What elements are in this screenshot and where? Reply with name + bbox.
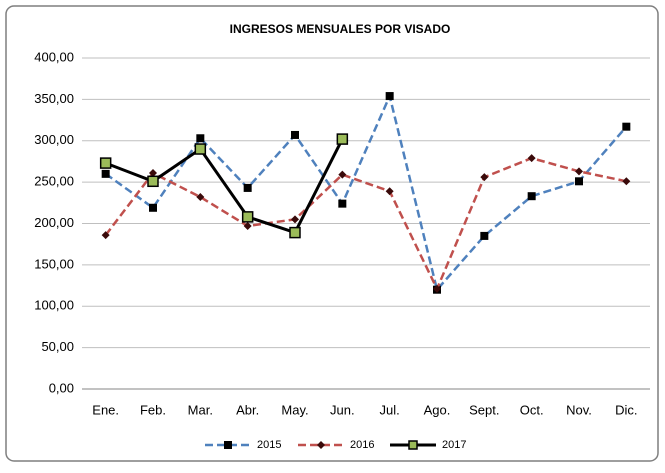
series-line: [104, 92, 628, 293]
marker: [243, 221, 252, 230]
marker: [243, 183, 252, 192]
marker: [480, 173, 489, 182]
x-tick-label: Abr.: [236, 402, 259, 417]
marker: [480, 231, 489, 240]
marker: [147, 175, 159, 188]
series-line: [105, 138, 344, 235]
marker: [291, 215, 299, 224]
x-tick-label: Feb.: [140, 402, 166, 417]
y-tick-label: 150,00: [34, 256, 74, 271]
legend-marker: [224, 441, 232, 449]
marker: [149, 203, 157, 212]
y-tick-label: 400,00: [34, 49, 74, 64]
y-tick-label: 0,00: [49, 380, 74, 395]
marker: [527, 154, 536, 163]
y-tick-label: 100,00: [34, 298, 74, 313]
marker: [527, 192, 536, 201]
marker: [433, 284, 441, 293]
x-tick-label: Dic.: [615, 402, 637, 417]
y-tick-label: 50,00: [41, 339, 74, 354]
y-tick-label: 300,00: [34, 132, 74, 147]
marker: [622, 177, 631, 186]
marker: [385, 92, 394, 101]
x-tick-label: May.: [281, 402, 308, 417]
x-tick-label: Oct.: [520, 402, 544, 417]
y-tick-label: 250,00: [34, 174, 74, 189]
legend-marker: [408, 440, 418, 450]
legend-label: 2015: [257, 439, 281, 451]
marker: [194, 143, 207, 155]
marker: [622, 122, 631, 131]
legend-label: 2016: [350, 439, 374, 451]
marker: [575, 167, 583, 176]
x-tick-label: Nov.: [566, 402, 592, 417]
y-tick-label: 200,00: [34, 215, 74, 230]
marker: [289, 226, 301, 239]
y-tick-label: 350,00: [34, 91, 74, 106]
marker: [338, 199, 347, 208]
marker: [196, 134, 205, 143]
x-tick-label: Mar.: [188, 402, 213, 417]
marker: [291, 130, 299, 139]
series-line: [104, 156, 627, 292]
marker: [336, 133, 349, 145]
marker: [338, 170, 347, 179]
marker: [196, 193, 205, 202]
x-tick-label: Ago.: [424, 402, 451, 417]
x-tick-label: Ene.: [92, 402, 119, 417]
x-tick-label: Jul.: [380, 402, 400, 417]
legend-label: 2017: [442, 439, 466, 451]
marker: [241, 211, 254, 223]
marker: [101, 169, 110, 178]
marker: [149, 169, 157, 178]
marker: [385, 187, 394, 196]
x-tick-label: Sept.: [469, 402, 499, 417]
marker: [101, 231, 110, 240]
marker: [575, 177, 583, 186]
legend-marker: [317, 441, 325, 449]
chart-title: INGRESOS MENSUALES POR VISADO: [230, 22, 451, 36]
marker: [99, 157, 112, 169]
x-tick-label: Jun.: [330, 402, 355, 417]
